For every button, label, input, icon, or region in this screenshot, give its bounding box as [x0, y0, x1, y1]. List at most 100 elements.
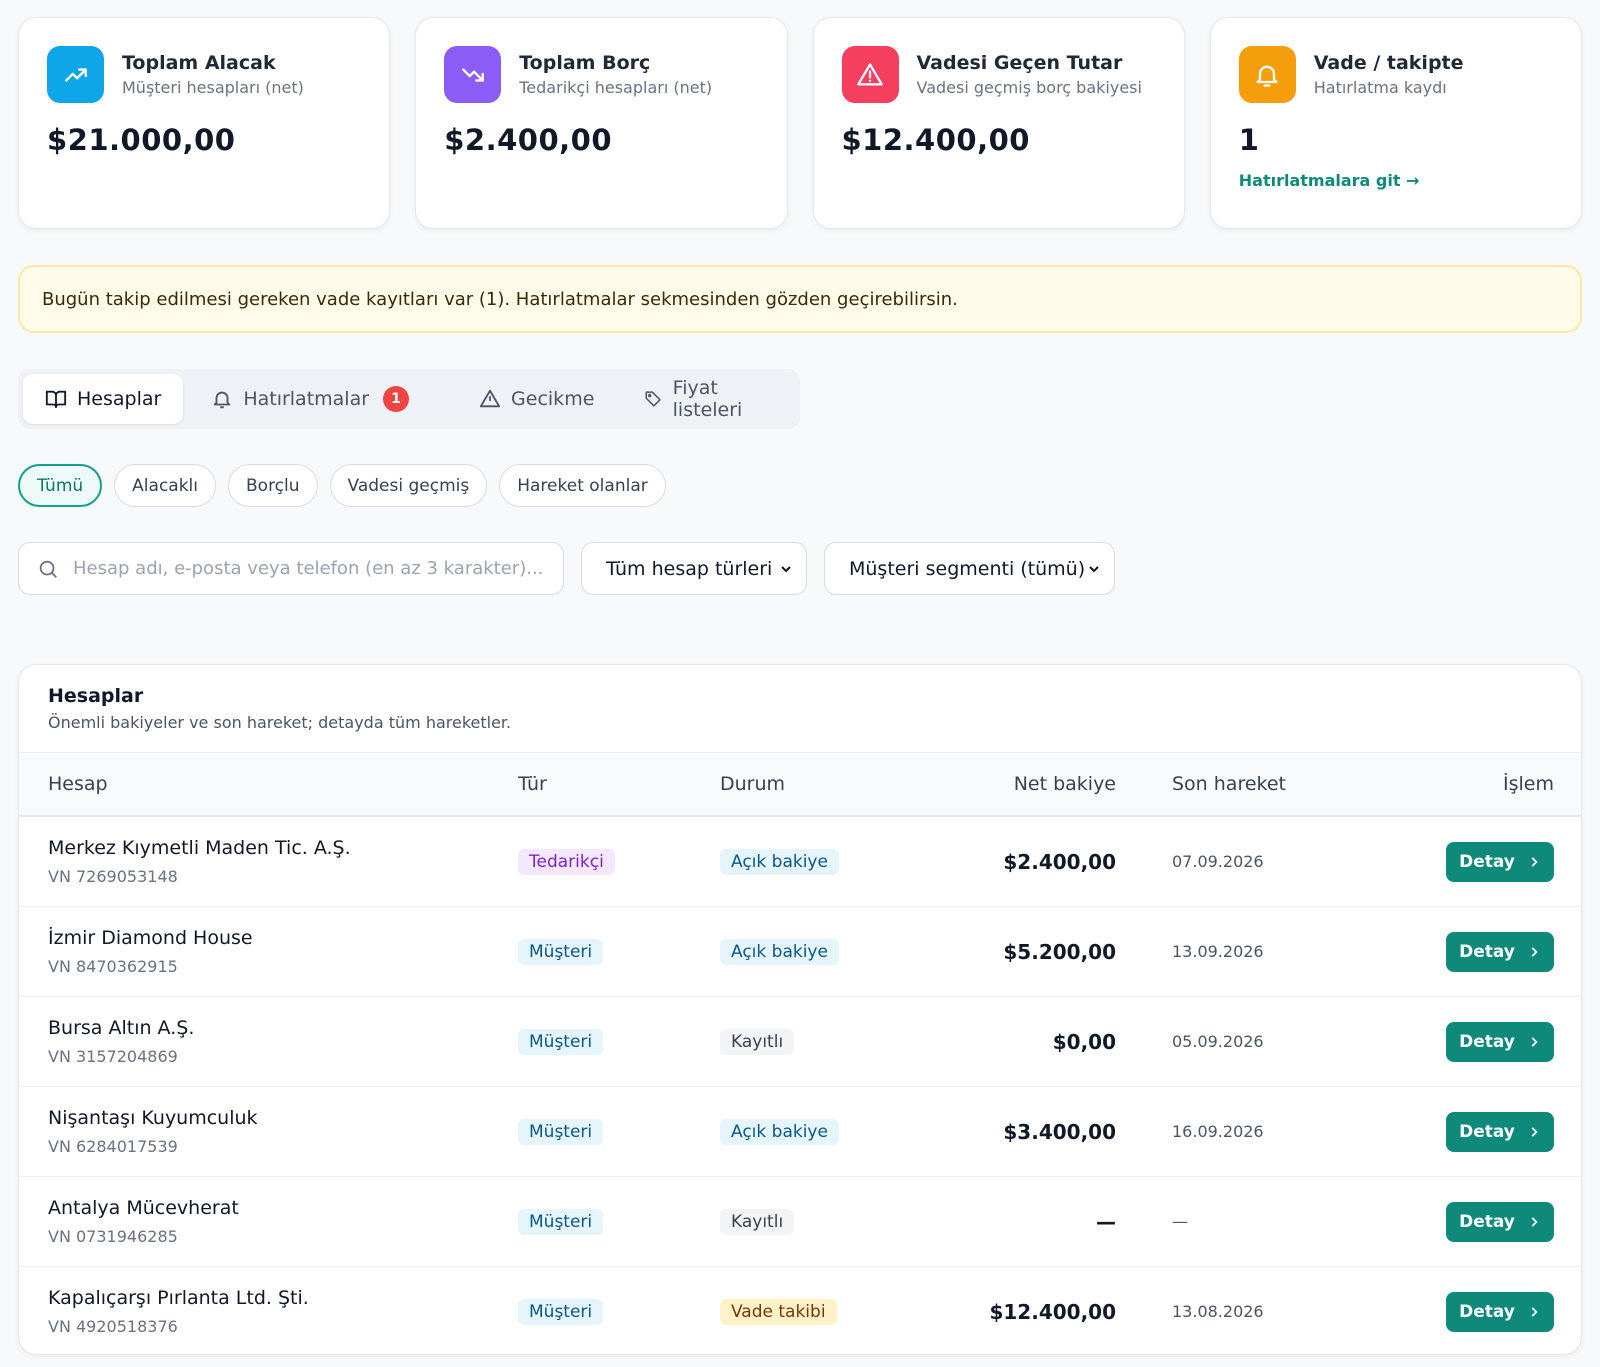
- detail-button[interactable]: Detay: [1446, 931, 1554, 972]
- icon: [47, 46, 104, 103]
- account-tax-no: VN 3157204869: [48, 1047, 178, 1066]
- column-header: Tür: [518, 773, 547, 795]
- account-name: Kapalıçarşı Pırlanta Ltd. Şti.: [48, 1287, 309, 1309]
- filter-chip[interactable]: Borçlu: [228, 464, 318, 507]
- type-cell: Müşteri: [518, 1118, 720, 1145]
- detail-button[interactable]: Detay: [1446, 1021, 1554, 1062]
- select[interactable]: Tüm hesap türleri: [581, 542, 807, 595]
- tabs: Hesaplar Hatırlatmalar 1 Gecikme Fiyat li…: [18, 369, 800, 429]
- detail-button[interactable]: Detay: [1446, 1201, 1554, 1242]
- accounts-table: Hesaplar Önemli bakiyeler ve son hareket…: [18, 664, 1582, 1355]
- card-subtitle: Hatırlatma kaydı: [1313, 78, 1447, 97]
- status-cell: Açık bakiye: [720, 938, 936, 965]
- tab[interactable]: Gecikme: [457, 374, 616, 424]
- table-row: İzmir Diamond House VN 8470362915 Müşteri A…: [19, 907, 1581, 997]
- net-balance: —: [1096, 1209, 1116, 1234]
- status-pill: Vade takibi: [720, 1298, 837, 1325]
- column-header: Son hareket: [1172, 773, 1286, 795]
- tab-badge: 1: [383, 386, 410, 412]
- type-pill: Müşteri: [518, 938, 604, 965]
- card: Vadesi Geçen Tutar Vadesi geçmiş borç bak…: [812, 17, 1185, 229]
- filter-chip[interactable]: Hareket olanlar: [499, 464, 666, 507]
- status-pill: Kayıtlı: [720, 1208, 795, 1235]
- select[interactable]: Müşteri segmenti (tümü): [824, 542, 1115, 595]
- button-label: Detay: [1459, 851, 1515, 872]
- status-cell: Kayıtlı: [720, 1208, 936, 1235]
- account-name: Merkez Kıymetli Maden Tic. A.Ş.: [48, 837, 351, 859]
- account-tax-no: VN 8470362915: [48, 957, 178, 976]
- account-cell: İzmir Diamond House VN 8470362915: [48, 927, 518, 976]
- status-cell: Vade takibi: [720, 1298, 936, 1325]
- card-subtitle: Müşteri hesapları (net): [122, 78, 304, 97]
- card-value: $12.400,00: [841, 123, 1030, 157]
- type-cell: Tedarikçi: [518, 848, 720, 875]
- card-subtitle: Vadesi geçmiş borç bakiyesi: [916, 78, 1142, 97]
- status-cell: Açık bakiye: [720, 848, 936, 875]
- type-cell: Müşteri: [518, 1028, 720, 1055]
- alert: Bugün takip edilmesi gereken vade kayıtl…: [18, 265, 1582, 333]
- account-cell: Merkez Kıymetli Maden Tic. A.Ş. VN 726905…: [48, 837, 518, 886]
- card-link[interactable]: Hatırlatmalara git →: [1238, 171, 1420, 190]
- tab-label: Gecikme: [511, 388, 595, 410]
- account-tax-no: VN 6284017539: [48, 1137, 178, 1156]
- last-activity: 16.09.2026: [1172, 1122, 1264, 1141]
- account-name: İzmir Diamond House: [48, 927, 253, 949]
- column-header: Durum: [720, 773, 786, 795]
- account-tax-no: VN 7269053148: [48, 867, 178, 886]
- detail-button[interactable]: Detay: [1446, 1291, 1554, 1332]
- select-label: Müşteri segmenti (tümü): [849, 557, 1086, 580]
- account-cell: Nişantaşı Kuyumculuk VN 6284017539: [48, 1107, 518, 1156]
- card-value: $2.400,00: [444, 123, 613, 157]
- column-header: İşlem: [1503, 773, 1554, 795]
- table-header: Hesap Tür Durum Net bakiye Son hareket İ…: [19, 753, 1581, 817]
- card: Toplam Alacak Müşteri hesapları (net) $21…: [18, 17, 391, 229]
- card-title: Vade / takipte: [1313, 52, 1464, 74]
- card: Toplam Borç Tedarikçi hesapları (net) $2.…: [415, 17, 788, 229]
- last-activity: 07.09.2026: [1172, 852, 1264, 871]
- table-subtitle: Önemli bakiyeler ve son hareket; detayda…: [48, 713, 512, 732]
- chevron-icon: [1531, 1306, 1538, 1317]
- net-balance: $5.200,00: [1003, 939, 1116, 964]
- detail-button[interactable]: Detay: [1446, 1111, 1554, 1152]
- account-cell: Antalya Mücevherat VN 0731946285: [48, 1197, 518, 1246]
- chevron-icon: [1531, 1126, 1538, 1137]
- chevron-icon: [1531, 946, 1538, 957]
- type-pill: Müşteri: [518, 1028, 604, 1055]
- detail-button[interactable]: Detay: [1446, 841, 1554, 882]
- account-name: Nişantaşı Kuyumculuk: [48, 1107, 258, 1129]
- account-name: Bursa Altın A.Ş.: [48, 1017, 195, 1039]
- search-input[interactable]: Hesap adı, e-posta veya telefon (en az 3…: [18, 542, 564, 595]
- type-pill: Tedarikçi: [518, 848, 615, 875]
- icon: [1238, 46, 1296, 103]
- chevron-icon: [1531, 1036, 1538, 1047]
- table-row: Merkez Kıymetli Maden Tic. A.Ş. VN 726905…: [19, 817, 1581, 907]
- type-cell: Müşteri: [518, 1298, 720, 1325]
- filter-chip[interactable]: Alacaklı: [114, 464, 216, 507]
- status-pill: Kayıtlı: [720, 1028, 795, 1055]
- tab-label: Fiyat listeleri: [672, 377, 743, 421]
- account-name: Antalya Mücevherat: [48, 1197, 239, 1219]
- summary-cards: Toplam Alacak Müşteri hesapları (net) $21…: [18, 17, 1582, 229]
- icon: [444, 46, 502, 103]
- net-balance: $2.400,00: [1003, 849, 1116, 874]
- tab[interactable]: Hesaplar: [23, 374, 184, 424]
- last-activity: —: [1172, 1212, 1188, 1231]
- status-pill: Açık bakiye: [720, 1118, 839, 1145]
- net-balance: $0,00: [1052, 1029, 1116, 1054]
- account-cell: Kapalıçarşı Pırlanta Ltd. Şti. VN 4920518…: [48, 1287, 518, 1336]
- button-label: Detay: [1459, 1031, 1515, 1052]
- card-title: Vadesi Geçen Tutar: [916, 52, 1123, 74]
- filter-chip[interactable]: Vadesi geçmiş: [329, 464, 488, 507]
- type-pill: Müşteri: [518, 1118, 604, 1145]
- status-pill: Açık bakiye: [720, 938, 839, 965]
- filter-chip[interactable]: Tümü: [18, 464, 103, 507]
- last-activity: 13.08.2026: [1172, 1302, 1264, 1321]
- tab[interactable]: Fiyat listeleri: [622, 374, 795, 424]
- table-row: Antalya Mücevherat VN 0731946285 Müşteri Ka…: [19, 1177, 1581, 1267]
- tab[interactable]: Hatırlatmalar 1: [189, 374, 431, 424]
- card-title: Toplam Alacak: [122, 52, 276, 74]
- account-tax-no: VN 4920518376: [48, 1317, 178, 1336]
- icon: [841, 46, 899, 103]
- type-pill: Müşteri: [518, 1208, 604, 1235]
